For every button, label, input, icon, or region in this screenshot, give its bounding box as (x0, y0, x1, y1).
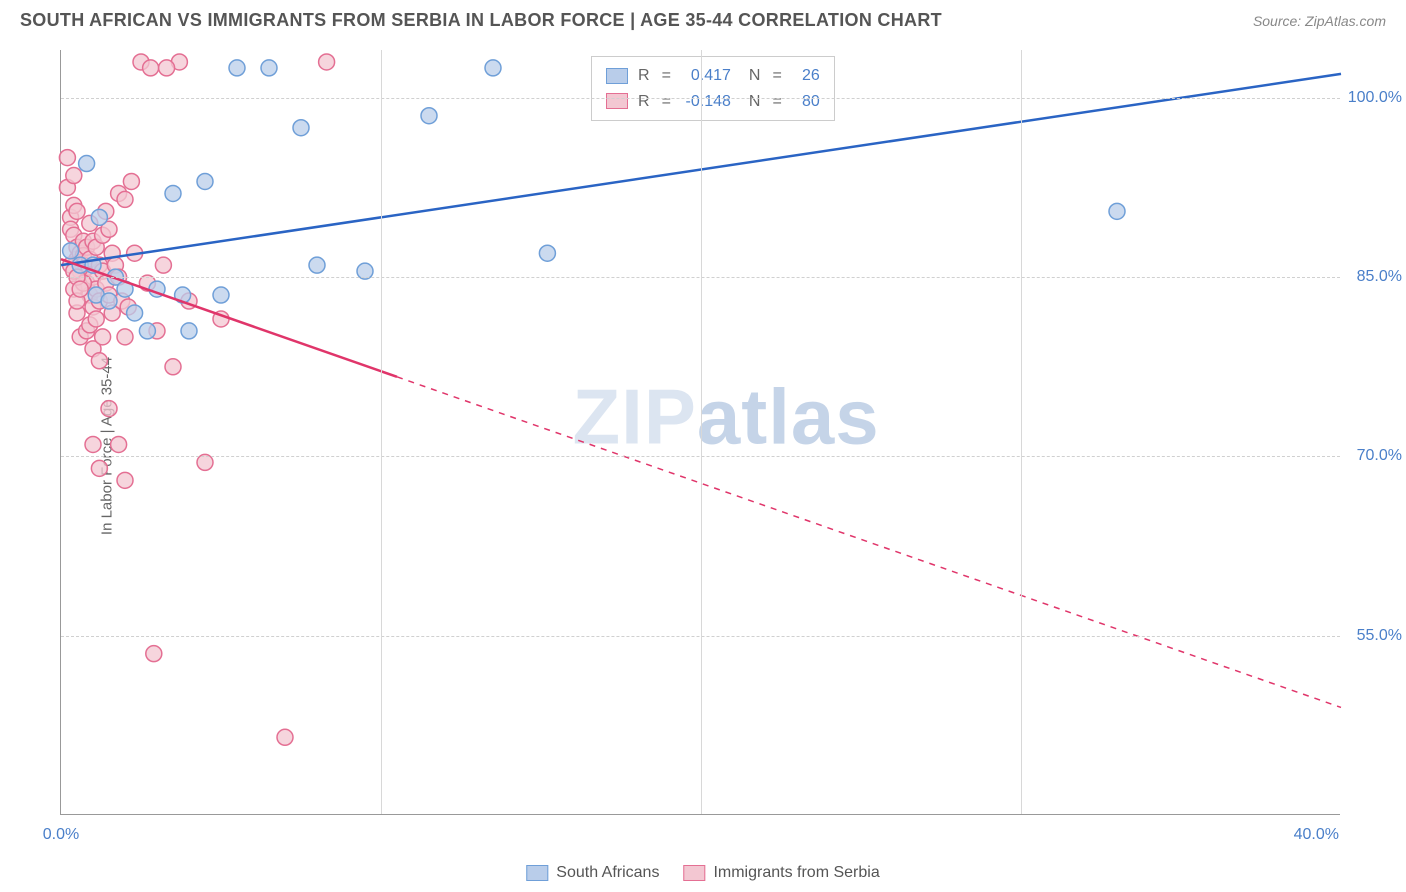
scatter-point (111, 436, 127, 452)
scatter-point (159, 60, 175, 76)
scatter-point (1109, 203, 1125, 219)
scatter-point (95, 329, 111, 345)
scatter-point (319, 54, 335, 70)
scatter-point (139, 323, 155, 339)
scatter-point (123, 173, 139, 189)
legend-eq: = (662, 63, 671, 89)
scatter-point (66, 168, 82, 184)
legend-N-val: 26 (792, 63, 820, 89)
plot-area: ZIPatlas R = 0.417 N = 26 R = -0.148 N =… (60, 50, 1340, 815)
scatter-point (421, 108, 437, 124)
legend-row: R = -0.148 N = 80 (606, 89, 820, 115)
title-bar: SOUTH AFRICAN VS IMMIGRANTS FROM SERBIA … (20, 10, 1386, 31)
y-tick-label: 70.0% (1347, 447, 1402, 465)
y-tick-label: 100.0% (1347, 89, 1402, 107)
scatter-point (309, 257, 325, 273)
scatter-point (539, 245, 555, 261)
legend-item: Immigrants from Serbia (683, 864, 879, 882)
legend-R-val: -0.148 (681, 89, 731, 115)
source-label: Source: ZipAtlas.com (1253, 13, 1386, 29)
legend-N-label: N (749, 63, 761, 89)
y-tick-label: 85.0% (1347, 268, 1402, 286)
gridline-v (381, 50, 382, 814)
scatter-point (261, 60, 277, 76)
scatter-point (69, 203, 85, 219)
scatter-point (91, 460, 107, 476)
gridline-v (701, 50, 702, 814)
scatter-point (293, 120, 309, 136)
x-tick-label: 0.0% (43, 826, 79, 844)
legend-N-val: 80 (792, 89, 820, 115)
scatter-point (79, 156, 95, 172)
trend-line-dashed (397, 377, 1341, 708)
legend-eq: = (772, 89, 781, 115)
scatter-point (197, 173, 213, 189)
chart-title: SOUTH AFRICAN VS IMMIGRANTS FROM SERBIA … (20, 10, 942, 31)
legend-row: R = 0.417 N = 26 (606, 63, 820, 89)
scatter-point (117, 472, 133, 488)
legend-swatch (683, 865, 705, 881)
scatter-point (485, 60, 501, 76)
scatter-point (277, 729, 293, 745)
legend-N-label: N (749, 89, 761, 115)
scatter-point (72, 281, 88, 297)
scatter-point (91, 353, 107, 369)
legend-eq: = (662, 89, 671, 115)
scatter-point (85, 436, 101, 452)
legend-label: Immigrants from Serbia (713, 864, 879, 882)
scatter-point (101, 401, 117, 417)
legend-R-val: 0.417 (681, 63, 731, 89)
legend-label: South Africans (556, 864, 659, 882)
correlation-legend: R = 0.417 N = 26 R = -0.148 N = 80 (591, 56, 835, 121)
scatter-point (143, 60, 159, 76)
x-tick-label: 40.0% (1294, 826, 1339, 844)
gridline-v (1021, 50, 1022, 814)
scatter-point (63, 243, 79, 259)
scatter-point (117, 329, 133, 345)
scatter-point (181, 323, 197, 339)
legend-eq: = (772, 63, 781, 89)
scatter-point (146, 646, 162, 662)
legend-swatch (606, 93, 628, 109)
legend-R-label: R (638, 63, 650, 89)
scatter-point (91, 209, 107, 225)
scatter-point (165, 359, 181, 375)
scatter-point (229, 60, 245, 76)
chart-container: SOUTH AFRICAN VS IMMIGRANTS FROM SERBIA … (0, 0, 1406, 892)
scatter-point (59, 150, 75, 166)
y-tick-label: 55.0% (1347, 627, 1402, 645)
scatter-point (117, 191, 133, 207)
legend-item: South Africans (526, 864, 659, 882)
scatter-point (88, 311, 104, 327)
scatter-point (155, 257, 171, 273)
series-legend: South Africans Immigrants from Serbia (526, 864, 879, 882)
scatter-point (213, 287, 229, 303)
legend-swatch (606, 68, 628, 84)
scatter-point (165, 185, 181, 201)
scatter-point (127, 305, 143, 321)
legend-R-label: R (638, 89, 650, 115)
scatter-point (101, 293, 117, 309)
legend-swatch (526, 865, 548, 881)
